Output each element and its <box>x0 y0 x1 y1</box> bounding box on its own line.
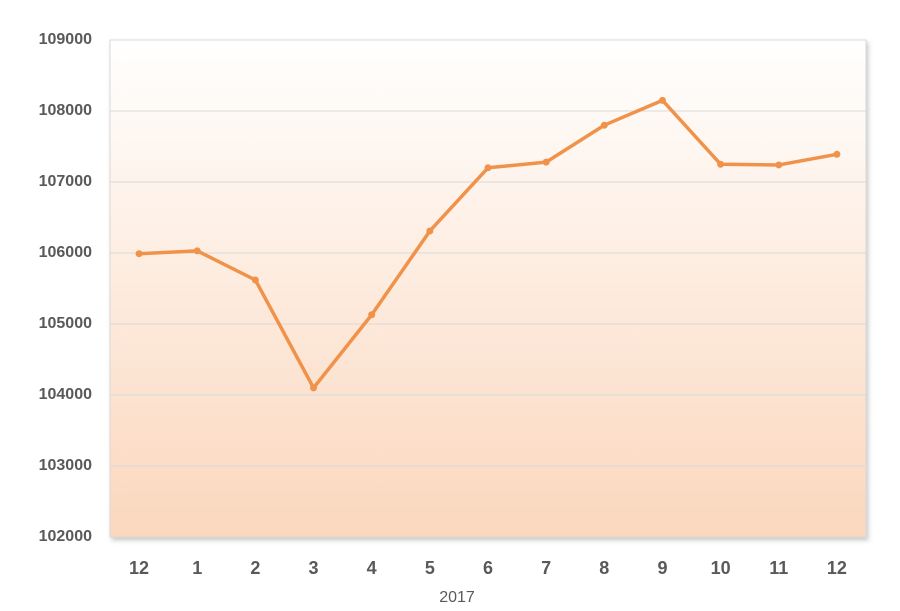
x-tick-label: 5 <box>425 558 435 578</box>
x-tick-label: 6 <box>483 558 493 578</box>
data-point <box>658 96 666 104</box>
y-tick-label: 102000 <box>39 528 92 545</box>
x-tick-label: 9 <box>657 558 667 578</box>
x-tick-label: 3 <box>309 558 319 578</box>
y-tick-label: 107000 <box>39 173 92 190</box>
data-point <box>426 227 434 235</box>
data-point <box>193 247 201 255</box>
x-tick-label: 4 <box>367 558 377 578</box>
y-tick-label: 108000 <box>39 102 92 119</box>
x-tick-label: 2 <box>250 558 260 578</box>
data-point <box>135 250 143 258</box>
y-tick-label: 105000 <box>39 315 92 332</box>
x-axis-label: 2017 <box>439 589 475 606</box>
data-point <box>542 158 550 166</box>
plot-area <box>109 39 867 538</box>
data-point <box>833 150 841 158</box>
data-point <box>600 121 608 129</box>
data-point <box>717 160 725 168</box>
x-tick-label: 10 <box>711 558 731 578</box>
data-point <box>368 311 376 319</box>
y-tick-label: 104000 <box>39 386 92 403</box>
x-tick-label: 12 <box>129 558 149 578</box>
y-tick-label: 106000 <box>39 244 92 261</box>
x-tick-label: 7 <box>541 558 551 578</box>
x-tick-label: 1 <box>192 558 202 578</box>
data-point <box>484 164 492 172</box>
data-point <box>310 384 318 392</box>
data-point <box>251 276 259 284</box>
x-tick-label: 8 <box>599 558 609 578</box>
x-tick-label: 12 <box>827 558 847 578</box>
y-tick-label: 109000 <box>39 31 92 48</box>
y-tick-label: 103000 <box>39 457 92 474</box>
data-point <box>775 161 783 169</box>
x-tick-label: 11 <box>769 558 788 578</box>
